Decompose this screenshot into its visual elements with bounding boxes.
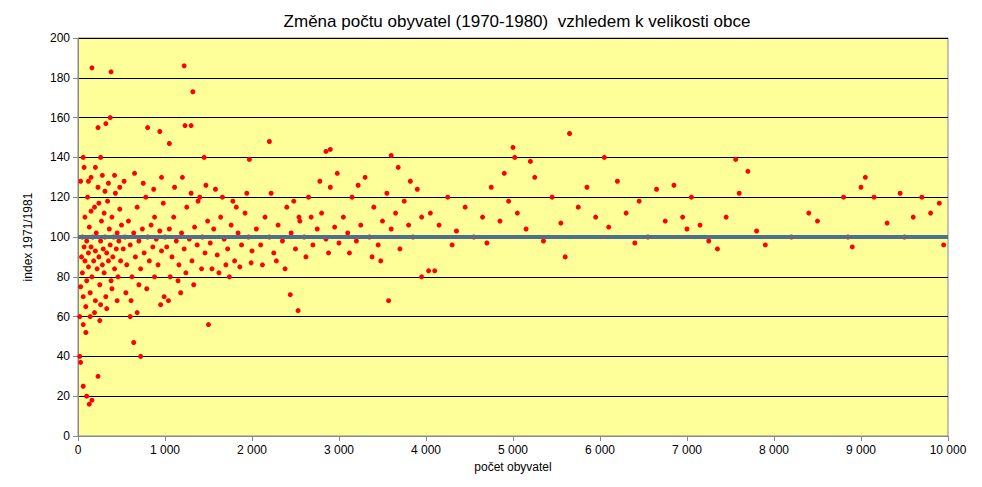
svg-text:20: 20 bbox=[57, 389, 71, 403]
svg-text:60: 60 bbox=[57, 310, 71, 324]
svg-text:180: 180 bbox=[50, 71, 70, 85]
svg-text:200: 200 bbox=[50, 31, 70, 45]
svg-text:140: 140 bbox=[50, 150, 70, 164]
svg-text:7 000: 7 000 bbox=[672, 443, 702, 457]
svg-text:3 000: 3 000 bbox=[324, 443, 354, 457]
svg-text:1 000: 1 000 bbox=[150, 443, 180, 457]
svg-text:160: 160 bbox=[50, 111, 70, 125]
svg-text:6 000: 6 000 bbox=[585, 443, 615, 457]
svg-text:5 000: 5 000 bbox=[498, 443, 528, 457]
svg-text:2 000: 2 000 bbox=[237, 443, 267, 457]
svg-text:počet obyvatel: počet obyvatel bbox=[474, 460, 551, 474]
svg-text:40: 40 bbox=[57, 349, 71, 363]
svg-text:120: 120 bbox=[50, 190, 70, 204]
svg-text:4 000: 4 000 bbox=[411, 443, 441, 457]
svg-text:8 000: 8 000 bbox=[759, 443, 789, 457]
svg-text:index 1971/1981: index 1971/1981 bbox=[21, 192, 35, 281]
svg-text:0: 0 bbox=[75, 443, 82, 457]
svg-text:Změna počtu obyvatel (1970-198: Změna počtu obyvatel (1970-1980) vzhlede… bbox=[284, 12, 751, 31]
svg-text:10 000: 10 000 bbox=[930, 443, 967, 457]
svg-text:80: 80 bbox=[57, 270, 71, 284]
svg-text:9 000: 9 000 bbox=[846, 443, 876, 457]
svg-text:0: 0 bbox=[63, 429, 70, 443]
svg-text:100: 100 bbox=[50, 230, 70, 244]
